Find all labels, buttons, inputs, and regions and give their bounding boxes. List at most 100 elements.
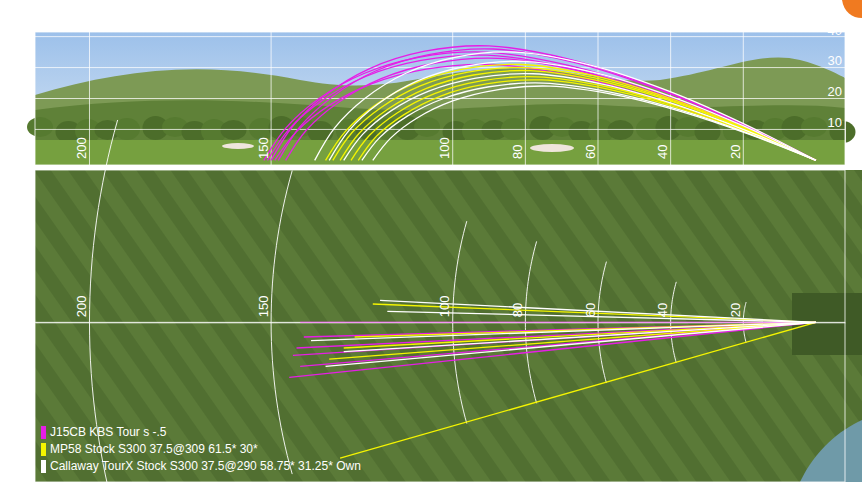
data-lines xyxy=(264,46,816,161)
x-tick: 200 xyxy=(74,137,90,165)
x-axis: 200 150 100 80 60 40 20 xyxy=(36,137,846,165)
x-tick-label: 80 xyxy=(510,145,525,159)
data-lines xyxy=(289,300,816,458)
x-tick-label: 20 xyxy=(728,303,743,317)
chart-trajectory: 200 150 100 80 60 40 20 10 20 30 40 xyxy=(35,23,846,166)
sky xyxy=(35,32,845,165)
y-axis: 10 20 30 40 xyxy=(828,23,846,166)
shot-direction xyxy=(340,322,816,458)
x-axis: 200 150 100 80 60 40 20 xyxy=(36,296,846,323)
legend-label: MP58 Stock S300 37.5@309 61.5* 30* xyxy=(50,442,258,456)
grid xyxy=(35,32,845,165)
y-tick: 10 xyxy=(828,115,845,130)
tree xyxy=(27,117,53,137)
water xyxy=(800,420,862,482)
y-tick: 30 xyxy=(828,53,845,68)
tree xyxy=(608,120,634,140)
shot-trajectory xyxy=(286,58,816,160)
x-tick: 150 xyxy=(256,137,272,165)
legend-entry: J15CB KBS Tour s -.5 xyxy=(41,425,167,439)
y-tick-label: 40 xyxy=(828,23,842,38)
hills-far xyxy=(35,57,845,165)
legend-swatch xyxy=(41,460,46,473)
shot-direction xyxy=(329,322,816,359)
grid xyxy=(35,120,845,482)
x-tick: 60 xyxy=(583,145,599,165)
fairway xyxy=(35,170,862,482)
shot-trajectory xyxy=(315,52,816,160)
shot-trajectory xyxy=(271,46,816,161)
shot-trajectory xyxy=(264,52,816,160)
x-tick: 40 xyxy=(655,303,671,322)
x-tick: 20 xyxy=(728,303,744,322)
chart-root: 200 150 100 80 60 40 20 10 20 30 40 200 150 100 80 60 40… xyxy=(0,0,862,482)
x-tick-label: 40 xyxy=(655,145,670,159)
x-tick: 80 xyxy=(510,145,526,165)
shot-trajectory xyxy=(326,64,816,160)
shot-trajectory xyxy=(344,74,816,161)
background xyxy=(27,0,862,482)
grid-line-y xyxy=(35,36,845,37)
hills-near xyxy=(35,100,845,165)
y-tick: 40 xyxy=(828,23,845,38)
plot-frame xyxy=(35,32,845,165)
bunker xyxy=(530,144,574,152)
x-tick-label: 60 xyxy=(583,303,598,317)
shot-direction xyxy=(293,322,816,355)
tree xyxy=(221,120,247,140)
tree xyxy=(414,117,440,137)
x-tick-label: 100 xyxy=(437,296,452,318)
tree xyxy=(695,121,721,143)
legend-swatch xyxy=(41,443,46,456)
shot-trajectory xyxy=(329,61,816,160)
tree xyxy=(801,117,827,137)
legend-label: J15CB KBS Tour s -.5 xyxy=(50,425,167,439)
axis-line xyxy=(36,165,846,166)
x-tick: 20 xyxy=(728,145,744,165)
x-tick-label: 200 xyxy=(74,137,89,159)
y-tick: 20 xyxy=(828,84,845,99)
shot-trajectory xyxy=(362,83,816,160)
x-tick-label: 60 xyxy=(583,145,598,159)
logo xyxy=(842,0,862,18)
x-tick: 100 xyxy=(437,296,453,323)
plot-frame xyxy=(35,170,845,482)
legend-swatch xyxy=(41,426,46,439)
grid-line-y xyxy=(35,129,845,130)
y-tick-label: 20 xyxy=(828,84,842,99)
grid-line-y xyxy=(35,98,845,99)
chart-dispersion: 200 150 100 80 60 40 20 J15CB KBS Tour s -.5 MP5… xyxy=(35,120,846,482)
x-tick-label: 40 xyxy=(655,303,670,317)
y-tick-label: 30 xyxy=(828,53,842,68)
x-tick: 200 xyxy=(74,296,90,323)
shot-trajectory xyxy=(333,67,816,160)
axis-line xyxy=(845,33,846,166)
legend: J15CB KBS Tour s -.5 MP58 Stock S300 37.5… xyxy=(41,425,361,473)
x-tick: 150 xyxy=(256,296,272,323)
x-tick: 60 xyxy=(583,303,599,322)
shot-direction xyxy=(326,322,816,366)
legend-entry: Callaway TourX Stock S300 37.5@290 58.75… xyxy=(41,459,361,473)
x-tick-label: 150 xyxy=(256,296,271,318)
shot-trajectory xyxy=(278,49,816,161)
legend-label: Callaway TourX Stock S300 37.5@290 58.75… xyxy=(50,459,361,473)
shot-direction xyxy=(344,322,816,351)
shot-trajectory xyxy=(351,77,816,161)
shot-direction xyxy=(289,322,816,377)
x-tick-label: 80 xyxy=(510,303,525,317)
x-tick: 100 xyxy=(437,137,453,165)
axis-line xyxy=(36,322,846,323)
x-tick-label: 100 xyxy=(437,137,452,159)
x-tick-label: 20 xyxy=(728,145,743,159)
shot-trajectory xyxy=(373,86,816,160)
y-tick-label: 10 xyxy=(828,115,842,130)
x-tick: 40 xyxy=(655,145,671,165)
grid-line-y xyxy=(35,322,845,323)
x-tick-label: 200 xyxy=(74,296,89,318)
shot-trajectory xyxy=(267,55,815,160)
bunker xyxy=(222,143,254,149)
shot-trajectory xyxy=(275,64,816,160)
x-tick-label: 150 xyxy=(256,137,271,159)
legend-entry: MP58 Stock S300 37.5@309 61.5* 30* xyxy=(41,442,258,456)
x-tick: 80 xyxy=(510,303,526,322)
